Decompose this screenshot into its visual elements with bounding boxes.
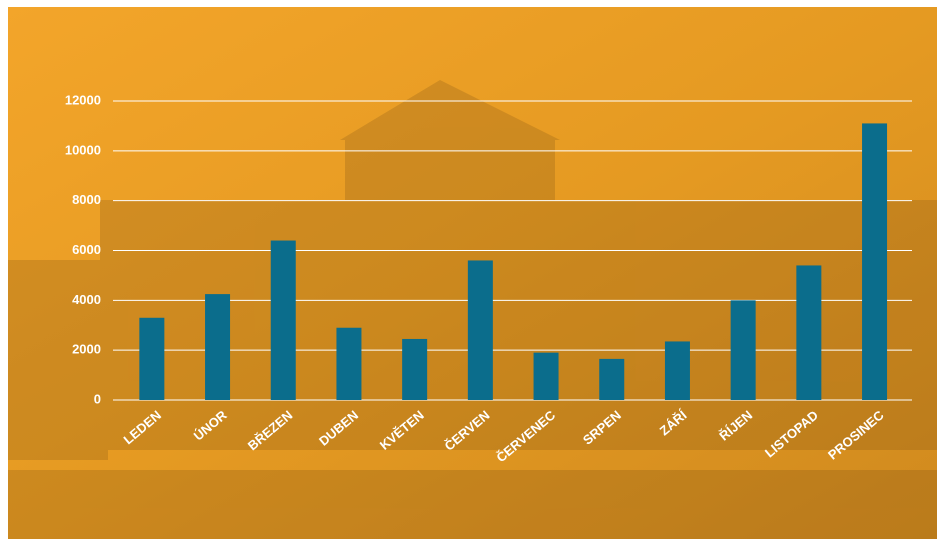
- y-tick-label: 4000: [72, 292, 101, 307]
- y-tick-label: 6000: [72, 242, 101, 257]
- bar: [139, 317, 165, 400]
- bar: [730, 300, 756, 400]
- bar: [205, 294, 231, 400]
- bar: [664, 341, 690, 400]
- bar: [533, 352, 559, 400]
- y-tick-label: 2000: [72, 342, 101, 357]
- y-tick-label: 0: [94, 391, 101, 406]
- bar: [402, 338, 428, 400]
- bar: [467, 260, 493, 400]
- y-tick-label: 12000: [65, 92, 101, 107]
- bar: [599, 358, 625, 400]
- bar: [336, 327, 362, 400]
- bar: [796, 265, 822, 400]
- bar: [862, 123, 888, 401]
- bar: [270, 240, 296, 400]
- y-tick-label: 8000: [72, 192, 101, 207]
- y-tick-label: 10000: [65, 142, 101, 157]
